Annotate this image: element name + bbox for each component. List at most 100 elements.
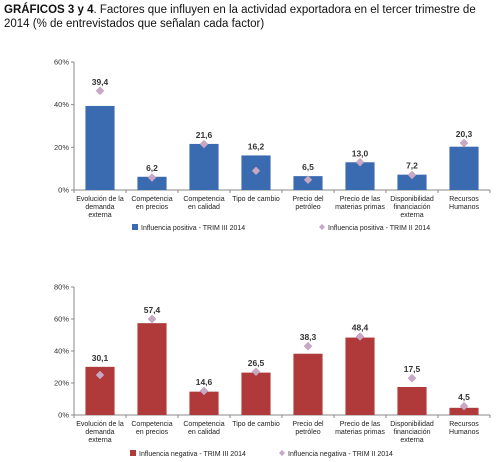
y-tick-label: 80% — [54, 283, 69, 292]
data-label: 4,5 — [458, 392, 470, 402]
x-tick-label: Evolución de la — [76, 421, 124, 428]
y-tick-label: 40% — [54, 100, 69, 109]
x-tick-label: Recursos — [449, 421, 479, 428]
marker-point — [407, 170, 417, 180]
legend-swatch-marker — [319, 224, 325, 230]
x-tick-label: Competencia — [131, 196, 172, 203]
x-tick-label: demanda — [85, 204, 114, 211]
x-tick-label: materias primas — [335, 204, 385, 211]
legend-swatch-bar — [130, 450, 136, 456]
y-tick-label: 60% — [54, 58, 69, 67]
x-tick-label: externa — [400, 212, 423, 219]
x-tick-label: en precios — [136, 429, 169, 436]
bar — [189, 143, 219, 190]
x-tick-label: Evolución de la — [76, 196, 124, 203]
x-tick-label: Recursos — [449, 196, 479, 203]
data-label: 16,2 — [248, 141, 265, 151]
bar — [449, 146, 479, 190]
y-tick-label: 0% — [58, 411, 69, 420]
bar — [241, 372, 271, 415]
x-tick-label: externa — [400, 437, 423, 444]
marker-point — [303, 175, 313, 185]
y-tick-label: 0% — [58, 186, 69, 195]
bar — [189, 391, 219, 415]
data-label: 20,3 — [456, 129, 473, 139]
bar — [137, 176, 167, 190]
y-tick-label: 20% — [54, 379, 69, 388]
x-tick-label: Competencia — [131, 421, 172, 428]
marker-point — [199, 139, 209, 149]
legend-entry: Influencia negativa - TRIM II 2014 — [288, 451, 393, 458]
bar — [397, 174, 427, 190]
marker-point — [147, 173, 157, 182]
data-label: 26,5 — [248, 358, 265, 368]
x-tick-label: Competencia — [183, 421, 224, 428]
marker-point — [459, 138, 469, 148]
bar — [345, 162, 375, 190]
x-tick-label: financiación — [394, 204, 431, 211]
legend-swatch-bar — [132, 224, 138, 230]
y-tick-label: 60% — [54, 315, 69, 324]
x-tick-label: externa — [88, 437, 111, 444]
data-label: 21,6 — [196, 130, 213, 140]
x-tick-label: Precio del — [292, 421, 324, 428]
marker-point — [459, 401, 469, 411]
x-tick-label: Humanos — [449, 429, 479, 436]
data-label: 7,2 — [406, 161, 418, 171]
x-tick-label: Disponibilidad — [390, 196, 434, 203]
title-rest: . Factores que influyen en la actividad … — [4, 4, 476, 30]
bar — [85, 105, 115, 190]
y-tick-label: 40% — [54, 347, 69, 356]
y-tick-label: 20% — [54, 143, 69, 152]
legend-entry: Influencia negativa - TRIM III 2014 — [139, 451, 246, 458]
x-tick-label: financiación — [394, 429, 431, 436]
x-tick-label: externa — [88, 212, 111, 219]
page-title: GRÁFICOS 3 y 4. Factores que influyen en… — [4, 3, 494, 31]
x-tick-label: en calidad — [188, 204, 220, 211]
bar — [293, 353, 323, 415]
x-tick-label: materias primas — [335, 429, 385, 436]
x-tick-label: Tipo de cambio — [232, 421, 280, 428]
legend-swatch-marker — [279, 450, 285, 456]
bar — [345, 337, 375, 415]
marker-point — [199, 386, 209, 396]
data-label: 38,3 — [300, 332, 317, 342]
marker-point — [95, 86, 105, 96]
x-tick-label: Precio de las — [340, 421, 381, 428]
x-tick-label: en precios — [136, 204, 169, 211]
marker-point — [251, 166, 261, 176]
x-tick-label: Precio de las — [340, 196, 381, 203]
data-label: 48,4 — [352, 323, 369, 333]
x-tick-label: Tipo de cambio — [232, 196, 280, 203]
marker-point — [407, 373, 417, 383]
title-bold: GRÁFICOS 3 y 4 — [4, 4, 94, 16]
x-tick-label: en calidad — [188, 429, 220, 436]
data-label: 14,6 — [196, 377, 213, 387]
x-tick-label: demanda — [85, 429, 114, 436]
marker-point — [95, 370, 105, 380]
x-tick-label: petróleo — [295, 204, 320, 211]
x-tick-label: Humanos — [449, 204, 479, 211]
data-label: 13,0 — [352, 148, 369, 158]
data-label: 39,4 — [92, 77, 109, 87]
bar — [137, 323, 167, 415]
marker-point — [147, 314, 157, 324]
data-label: 6,5 — [302, 162, 314, 172]
bar — [449, 407, 479, 415]
marker-point — [303, 341, 313, 351]
x-tick-label: Competencia — [183, 196, 224, 203]
marker-point — [251, 367, 261, 377]
legend-entry: Influencia positiva - TRIM III 2014 — [141, 225, 245, 232]
x-tick-label: petróleo — [295, 429, 320, 436]
bar — [397, 387, 427, 415]
x-tick-label: Precio del — [292, 196, 324, 203]
data-label: 6,2 — [146, 163, 158, 173]
data-label: 17,5 — [404, 364, 421, 374]
x-tick-label: Disponibilidad — [390, 421, 434, 428]
marker-point — [355, 157, 365, 167]
data-label: 57,4 — [144, 305, 161, 315]
marker-point — [355, 332, 365, 341]
legend-entry: Influencia positiva - TRIM II 2014 — [328, 225, 430, 232]
data-label: 30,1 — [92, 353, 109, 363]
